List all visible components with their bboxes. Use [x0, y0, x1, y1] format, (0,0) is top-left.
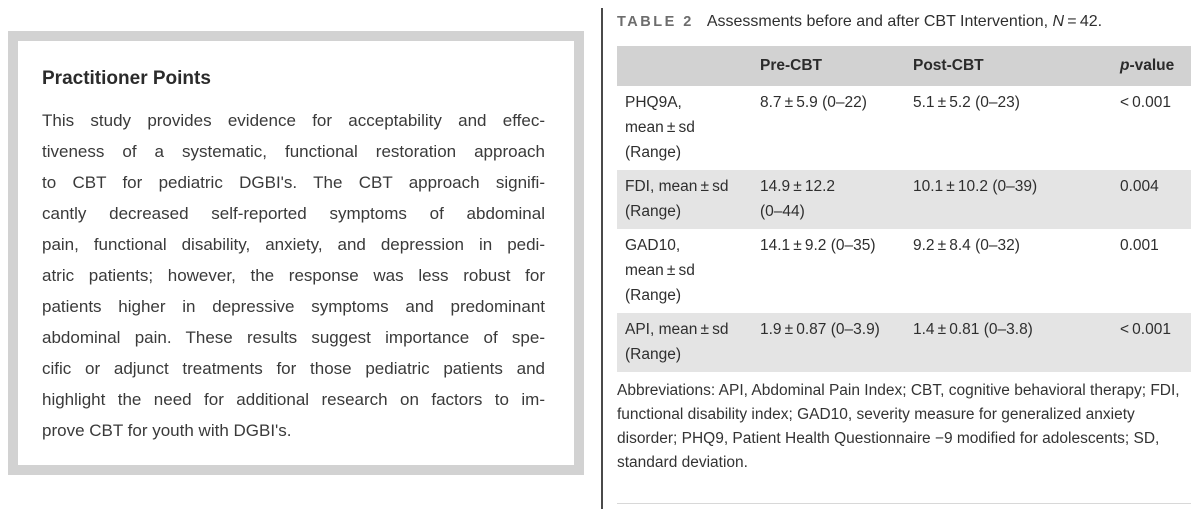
pre-cbt-cell: 1.9 ± 0.87 (0–3.9) [752, 313, 905, 372]
row-label-cell: GAD10, mean ± sd (Range) [625, 237, 695, 304]
sample-size-value: = 42. [1064, 13, 1103, 30]
assessments-table: Pre-CBT Post-CBT p-value PHQ9A, mean ± s… [617, 46, 1191, 372]
pre-cbt-column-header: Pre-CBT [752, 46, 905, 86]
p-value-column-header: p-value [1112, 46, 1191, 86]
row-label-cell: FDI, mean ± sd (Range) [617, 170, 752, 229]
footnote-bottom-rule [617, 503, 1191, 504]
p-value-italic-p: p [1120, 57, 1130, 74]
post-cbt-cell: 10.1 ± 10.2 (0–39) [905, 170, 1112, 229]
practitioner-line: This study provides evidence for accepta… [42, 111, 545, 130]
practitioner-line: pain, functional disability, anxiety, an… [42, 235, 545, 254]
practitioner-line: to CBT for pediatric DGBI's. The CBT app… [42, 173, 545, 192]
table-row-phq9a: PHQ9A, mean ± sd (Range) 8.7 ± 5.9 (0–22… [617, 86, 1191, 170]
post-cbt-cell: 5.1 ± 5.2 (0–23) [913, 94, 1020, 111]
pre-cbt-cell: 14.9 ± 12.2 (0–44) [752, 170, 905, 229]
row-label-cell: API, mean ± sd (Range) [617, 313, 752, 372]
practitioner-line: cific or adjunct treatments for those pe… [42, 359, 545, 378]
p-value-cell: 0.001 [1120, 237, 1159, 254]
practitioner-points-text: This study provides evidence for accepta… [42, 105, 545, 446]
abbreviations-footnote: Abbreviations: API, Abdominal Pain Index… [617, 382, 1180, 471]
post-cbt-cell: 9.2 ± 8.4 (0–32) [913, 237, 1020, 254]
p-value-suffix: -value [1129, 57, 1175, 74]
practitioner-line: tiveness of a systematic, functional res… [42, 142, 545, 161]
measure-column-header [617, 46, 752, 86]
table-row-gad10: GAD10, mean ± sd (Range) 14.1 ± 9.2 (0–3… [617, 229, 1191, 313]
practitioner-line: cantly decreased self-reported symptoms … [42, 204, 545, 223]
table-row-api: API, mean ± sd (Range) 1.9 ± 0.87 (0–3.9… [617, 313, 1191, 372]
sample-size-n: N [1052, 13, 1065, 30]
post-cbt-column-header: Post-CBT [905, 46, 1112, 86]
practitioner-line: highlight the need for additional resear… [42, 390, 545, 409]
table-number-label: TABLE 2 [617, 14, 694, 30]
practitioner-line: prove CBT for youth with DGBI's. [42, 421, 292, 440]
row-label-cell: PHQ9A, mean ± sd (Range) [625, 94, 695, 161]
table-header-row: Pre-CBT Post-CBT p-value [617, 46, 1191, 86]
table-caption-text: Assessments before and after CBT Interve… [706, 13, 1049, 30]
column-divider-rule [601, 8, 603, 509]
practitioner-points-box: Practitioner Points This study provides … [8, 31, 584, 475]
practitioner-points-title: Practitioner Points [42, 68, 211, 89]
table-panel: TABLE 2 Assessments before and after CBT … [617, 8, 1191, 504]
pre-cbt-cell: 14.1 ± 9.2 (0–35) [760, 237, 876, 254]
post-cbt-cell: 1.4 ± 0.81 (0–3.8) [905, 313, 1112, 372]
table-row-fdi: FDI, mean ± sd (Range) 14.9 ± 12.2 (0–44… [617, 170, 1191, 229]
pre-cbt-cell: 8.7 ± 5.9 (0–22) [760, 94, 867, 111]
p-value-cell: 0.004 [1112, 170, 1191, 229]
practitioner-line: atric patients; however, the response wa… [42, 266, 545, 285]
practitioner-line: abdominal pain. These results suggest im… [42, 328, 545, 347]
p-value-cell: < 0.001 [1112, 313, 1191, 372]
practitioner-line: patients higher in depressive symptoms a… [42, 297, 545, 316]
table-caption: TABLE 2 Assessments before and after CBT … [617, 8, 1191, 36]
p-value-cell: < 0.001 [1120, 94, 1171, 111]
